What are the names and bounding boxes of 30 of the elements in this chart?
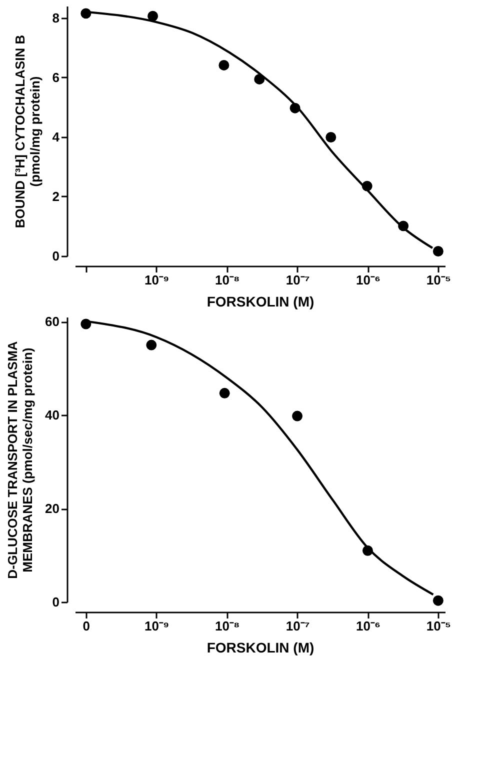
y-tick-label: 40 bbox=[45, 408, 60, 423]
y-axis-title: BOUND [³H] CYTOCHALASIN B (pmol/mg protein) bbox=[12, 34, 42, 228]
y-tick-label: 60 bbox=[45, 314, 60, 330]
x-tick-label: 10⁻⁷ bbox=[286, 272, 310, 288]
x-tick-label: 10⁻⁵ bbox=[426, 618, 451, 634]
point bbox=[292, 410, 303, 422]
point bbox=[432, 246, 444, 256]
x-tick-label: 10⁻⁹ bbox=[144, 618, 170, 634]
y-tick-label: 0 bbox=[52, 248, 60, 264]
x-tick-label: 10⁻⁸ bbox=[215, 272, 240, 288]
x-axis-title: FORSKOLIN (M) bbox=[206, 640, 314, 656]
point bbox=[432, 595, 444, 606]
y-tick-label: 6 bbox=[52, 70, 60, 85]
point bbox=[326, 132, 336, 142]
x-tick-label: 0 bbox=[82, 618, 90, 634]
x-tick-label: 10⁻⁸ bbox=[215, 618, 240, 634]
y-tick-label: 4 bbox=[52, 129, 60, 144]
x-tick-label: 10⁻⁵ bbox=[426, 272, 451, 288]
x-tick-label: 10⁻⁷ bbox=[286, 618, 310, 634]
x-tick-label: 10⁻⁶ bbox=[356, 618, 380, 634]
x-tick-label: 10⁻⁹ bbox=[144, 272, 170, 288]
point bbox=[80, 318, 92, 330]
y-tick-label: 20 bbox=[45, 501, 60, 516]
y-axis-title: D-GLUCOSE TRANSPORT IN PLASMA MEMBRANES (pmol/sec/mg protein) bbox=[5, 340, 36, 579]
y-tick-label: 2 bbox=[52, 188, 60, 204]
x-axis-title: FORSKOLIN (M) bbox=[206, 294, 314, 310]
point bbox=[218, 60, 230, 70]
y-tick-label: 0 bbox=[52, 594, 60, 610]
x-tick-label: 10⁻⁶ bbox=[356, 272, 380, 288]
y-tick-label: 8 bbox=[52, 10, 60, 26]
